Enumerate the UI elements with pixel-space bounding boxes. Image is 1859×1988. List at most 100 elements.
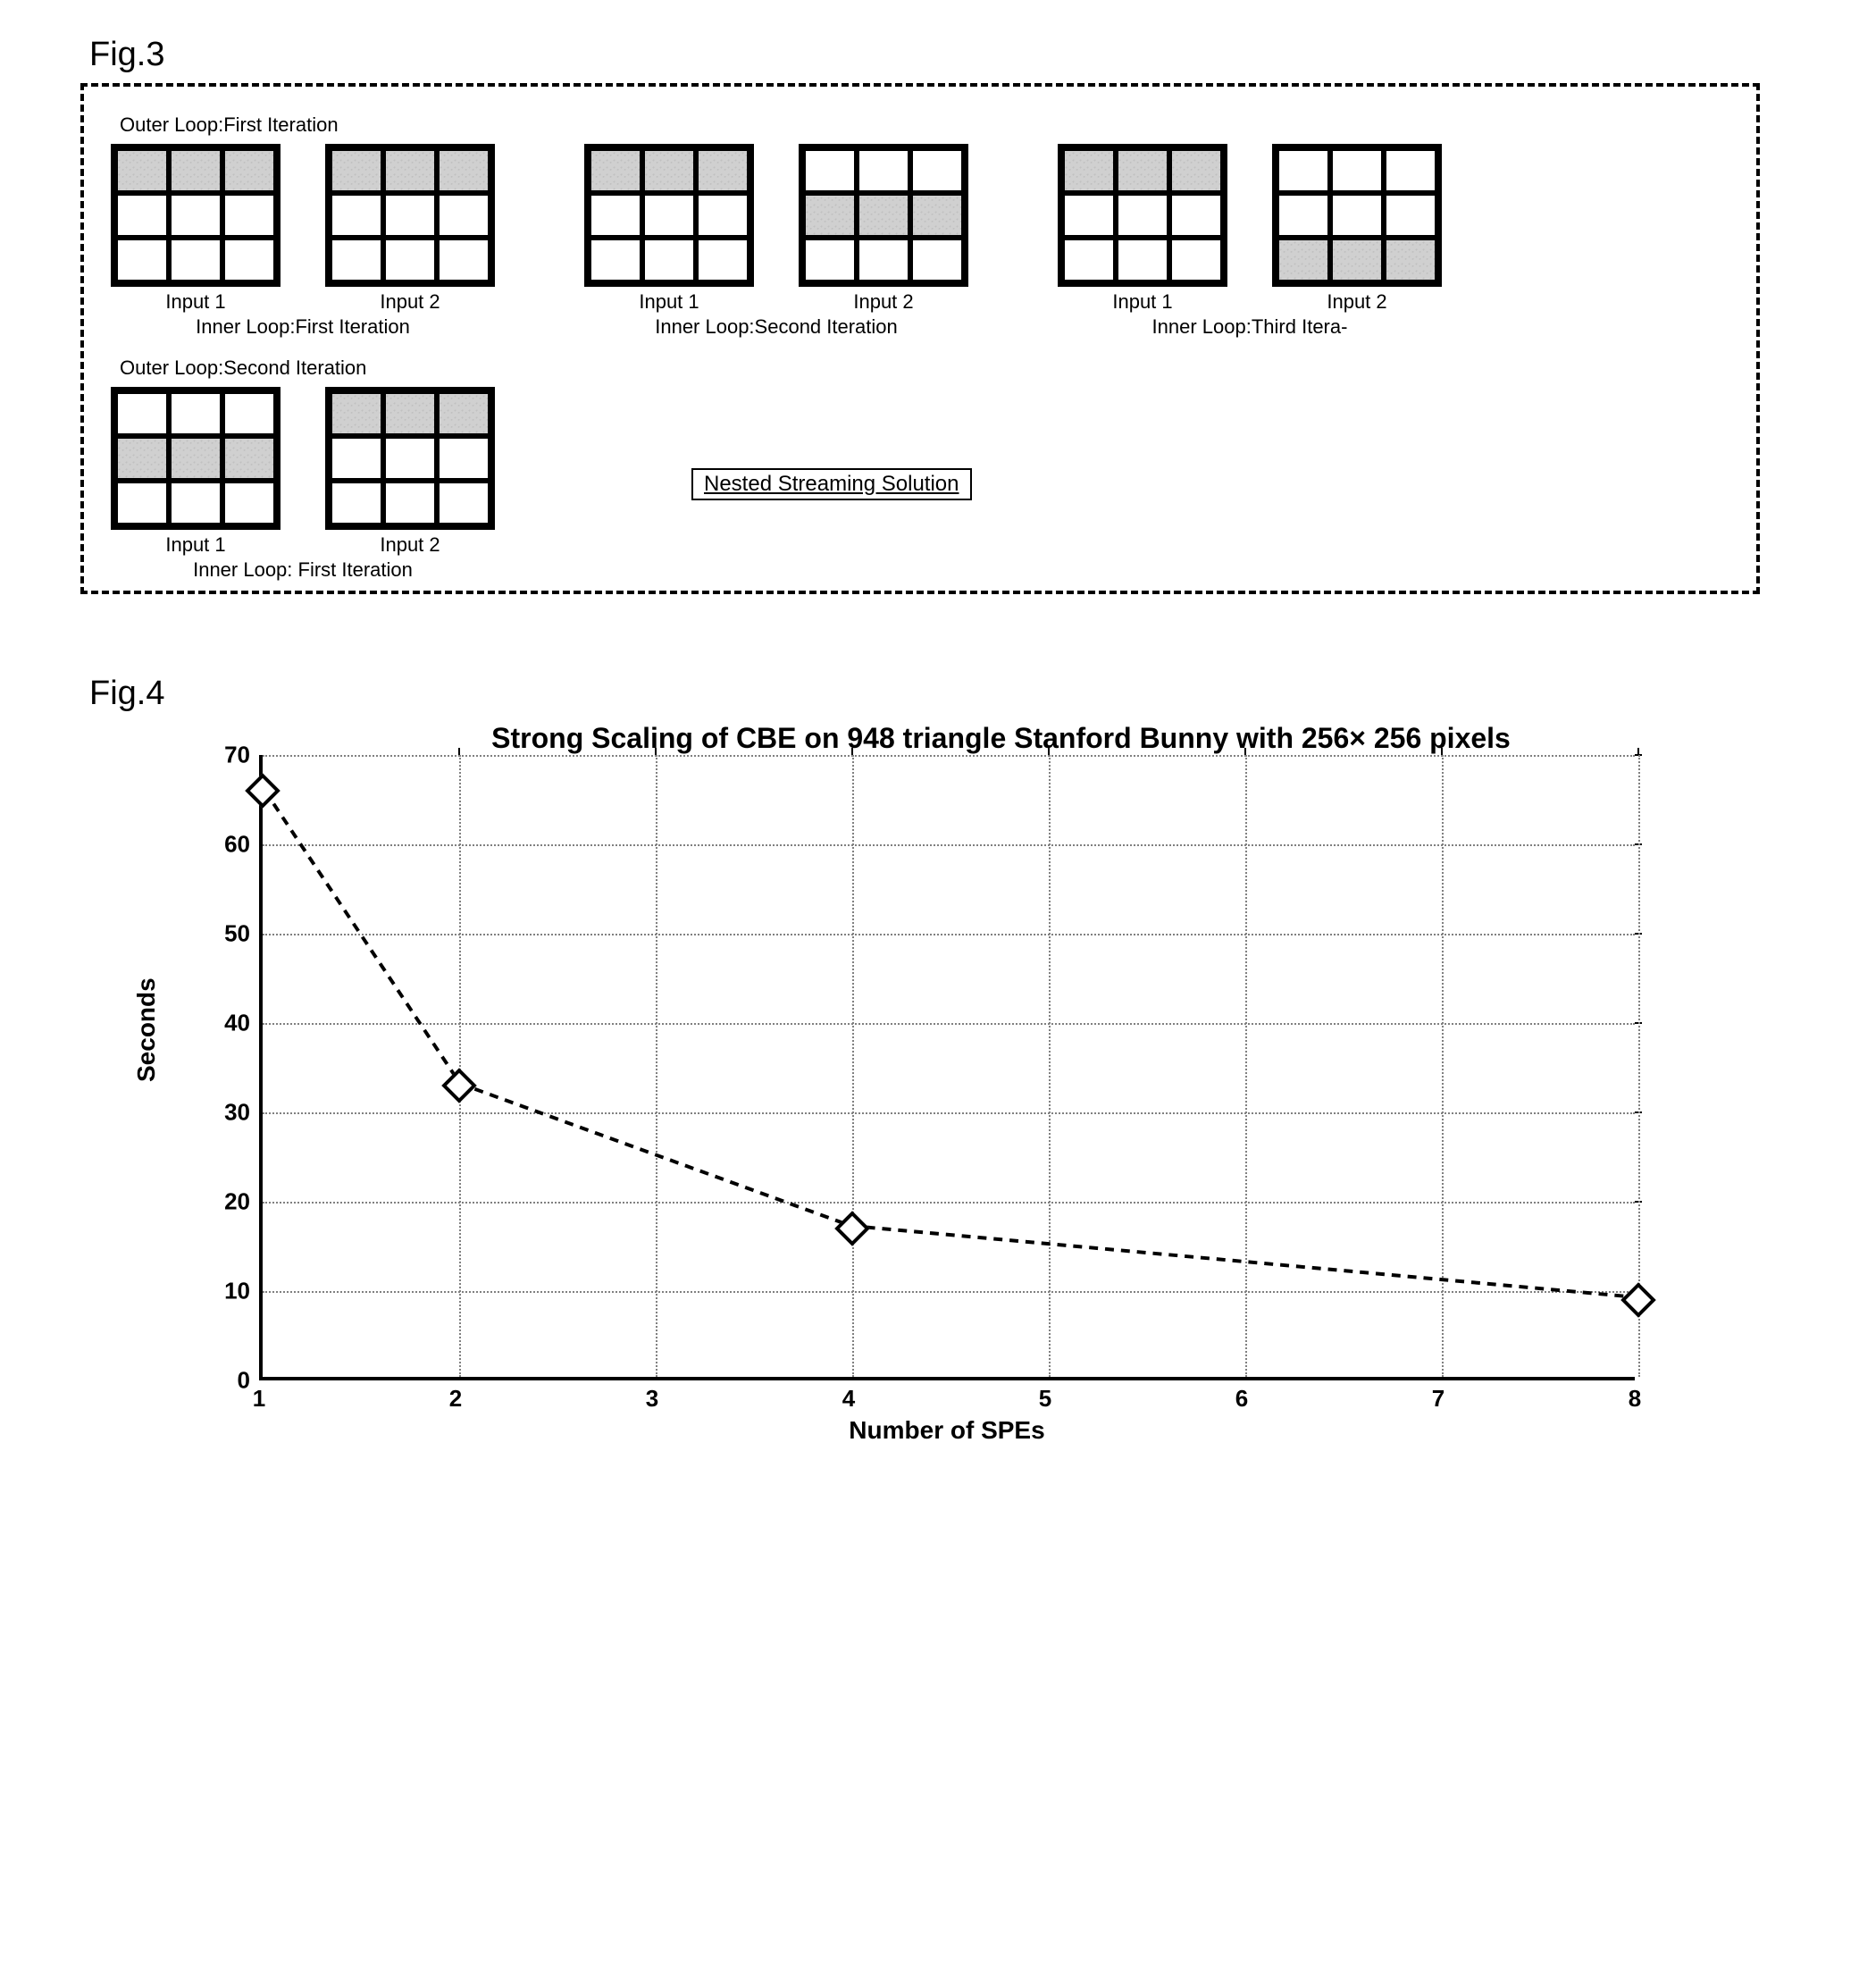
grid-cell bbox=[330, 193, 383, 238]
grid-cell bbox=[696, 238, 749, 282]
grid-cell bbox=[696, 193, 749, 238]
chart-area: Seconds 010203040506070 Number of SPEs 1… bbox=[170, 755, 1688, 1445]
y-tick-label: 60 bbox=[197, 831, 250, 859]
x-tick-label: 5 bbox=[1039, 1385, 1051, 1413]
fig3-label: Fig.3 bbox=[89, 36, 1779, 74]
grid-cell bbox=[437, 193, 490, 238]
grid-cell bbox=[330, 436, 383, 481]
grid-cell bbox=[169, 193, 222, 238]
grid-cell bbox=[589, 148, 642, 193]
grid-cell bbox=[330, 238, 383, 282]
grid-cell bbox=[383, 193, 437, 238]
grid-cell bbox=[1169, 148, 1223, 193]
grid-cell bbox=[1330, 238, 1384, 282]
grid-cell bbox=[222, 391, 276, 436]
grid-cell bbox=[1277, 193, 1330, 238]
grid-cell bbox=[437, 436, 490, 481]
grid-cell bbox=[803, 148, 857, 193]
grid-cell bbox=[1169, 193, 1223, 238]
grid-cell bbox=[1384, 148, 1437, 193]
grid-cell bbox=[696, 148, 749, 193]
tick bbox=[851, 748, 853, 755]
grid-cell bbox=[642, 148, 696, 193]
grid-cell bbox=[1116, 193, 1169, 238]
grid-cell bbox=[589, 238, 642, 282]
grid-cell bbox=[1062, 148, 1116, 193]
data-grid bbox=[584, 144, 754, 287]
data-line bbox=[264, 791, 1632, 1297]
grid-cell bbox=[857, 148, 910, 193]
grid-cell bbox=[857, 238, 910, 282]
grid-cell bbox=[437, 391, 490, 436]
x-tick-label: 7 bbox=[1432, 1385, 1444, 1413]
grid-cell bbox=[1062, 238, 1116, 282]
outer-loop-second-label: Outer Loop:Second Iteration bbox=[120, 356, 1729, 380]
grid-cell bbox=[115, 481, 169, 525]
grid-cell bbox=[803, 238, 857, 282]
input1-label: Input 1 bbox=[639, 290, 699, 314]
grid-cell bbox=[169, 148, 222, 193]
grid-cell bbox=[1277, 238, 1330, 282]
grid-cell bbox=[437, 238, 490, 282]
inner-loop-label: Inner Loop:First Iteration bbox=[196, 315, 410, 339]
data-grid bbox=[325, 144, 495, 287]
y-tick-label: 10 bbox=[197, 1278, 250, 1305]
grid-cell bbox=[115, 391, 169, 436]
grid-cell bbox=[910, 148, 964, 193]
grid-cell bbox=[1169, 238, 1223, 282]
data-grid bbox=[111, 387, 281, 530]
x-tick-label: 2 bbox=[449, 1385, 462, 1413]
grid-cell bbox=[383, 481, 437, 525]
grid-pair: Input 1Input 2Inner Loop:Third Itera- bbox=[1058, 144, 1442, 339]
grid-cell bbox=[1384, 193, 1437, 238]
grid-cell bbox=[169, 238, 222, 282]
grid-cell bbox=[1062, 193, 1116, 238]
fig3-row2-wrap: Input 1Input 2Inner Loop: First Iteratio… bbox=[111, 387, 1729, 582]
y-axis-label: Seconds bbox=[132, 977, 161, 1082]
grid-cell bbox=[383, 436, 437, 481]
grid-cell bbox=[383, 391, 437, 436]
fig4-container: Strong Scaling of CBE on 948 triangle St… bbox=[170, 722, 1779, 1445]
grid-cell bbox=[169, 391, 222, 436]
grid-cell bbox=[330, 148, 383, 193]
fig3-caption: Nested Streaming Solution bbox=[691, 468, 972, 500]
grid-cell bbox=[1384, 238, 1437, 282]
grid-cell bbox=[1330, 193, 1384, 238]
inner-loop-label: Inner Loop:Second Iteration bbox=[655, 315, 898, 339]
input1-label: Input 1 bbox=[165, 533, 225, 557]
data-grid bbox=[1272, 144, 1442, 287]
tick bbox=[1048, 748, 1050, 755]
grid-cell bbox=[910, 238, 964, 282]
grid-cell bbox=[115, 193, 169, 238]
tick bbox=[655, 748, 657, 755]
tick bbox=[1637, 748, 1639, 755]
grid-cell bbox=[1116, 148, 1169, 193]
grid-cell bbox=[330, 391, 383, 436]
grid-cell bbox=[1330, 148, 1384, 193]
grid-cell bbox=[437, 481, 490, 525]
grid-cell bbox=[330, 481, 383, 525]
grid-cell bbox=[115, 148, 169, 193]
y-tick-label: 30 bbox=[197, 1099, 250, 1127]
x-tick-label: 8 bbox=[1629, 1385, 1641, 1413]
grid-cell bbox=[169, 481, 222, 525]
x-tick-label: 6 bbox=[1235, 1385, 1248, 1413]
data-grid bbox=[799, 144, 968, 287]
x-tick-label: 3 bbox=[646, 1385, 658, 1413]
fig3-row1: Input 1Input 2Inner Loop:First Iteration… bbox=[111, 144, 1729, 339]
grid-cell bbox=[115, 436, 169, 481]
input1-label: Input 1 bbox=[165, 290, 225, 314]
x-axis-label: Number of SPEs bbox=[259, 1416, 1635, 1445]
grid-pair: Input 1Input 2Inner Loop: First Iteratio… bbox=[111, 387, 495, 582]
fig4-label: Fig.4 bbox=[89, 675, 1779, 713]
grid-cell bbox=[642, 193, 696, 238]
grid-cell bbox=[589, 193, 642, 238]
grid-cell bbox=[1277, 148, 1330, 193]
grid-cell bbox=[437, 148, 490, 193]
input1-label: Input 1 bbox=[1112, 290, 1172, 314]
grid-cell bbox=[857, 193, 910, 238]
grid-cell bbox=[803, 193, 857, 238]
y-tick-label: 20 bbox=[197, 1188, 250, 1216]
x-tick-label: 4 bbox=[842, 1385, 855, 1413]
input2-label: Input 2 bbox=[380, 533, 440, 557]
